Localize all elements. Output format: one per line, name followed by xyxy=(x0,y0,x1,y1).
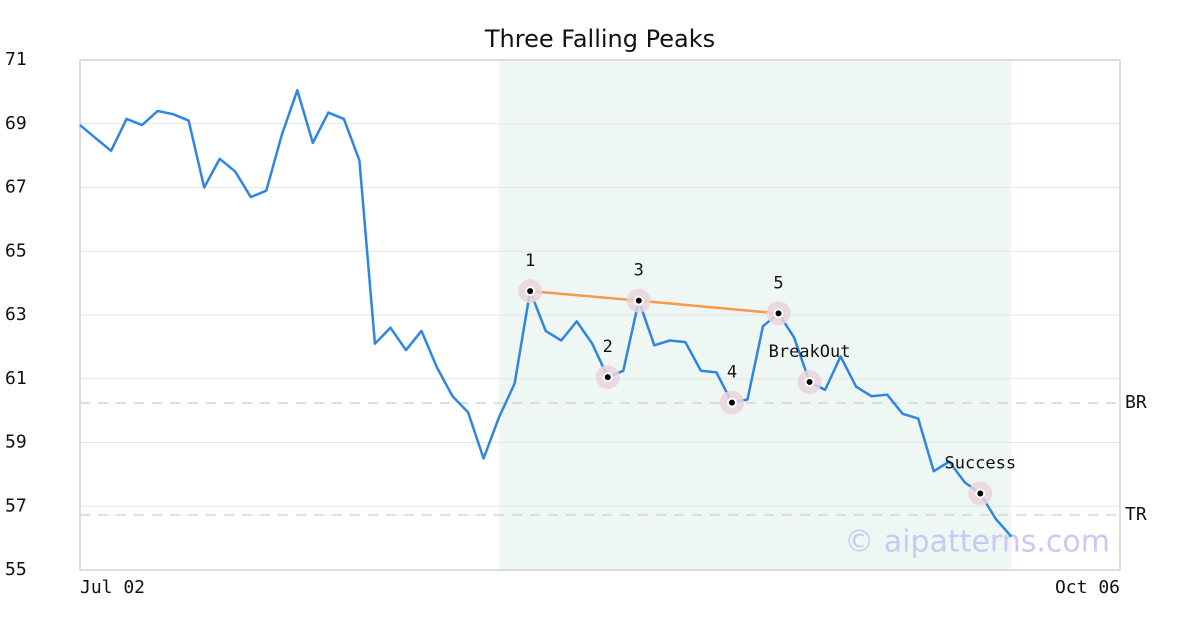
level-label: BR xyxy=(1125,392,1147,413)
y-tick-label: 69 xyxy=(5,113,27,134)
y-tick-label: 55 xyxy=(5,559,27,580)
chart-title: Three Falling Peaks xyxy=(484,25,715,53)
y-tick-label: 57 xyxy=(5,495,27,516)
y-tick-label: 71 xyxy=(5,49,27,70)
marker-dot xyxy=(975,488,986,499)
watermark: © aipatterns.com xyxy=(844,525,1110,560)
level-label: TR xyxy=(1125,504,1147,525)
marker-label: 2 xyxy=(603,337,613,357)
marker-label: 1 xyxy=(525,251,535,271)
marker-dot xyxy=(726,397,737,408)
price-line xyxy=(79,89,1013,538)
x-tick-label: Jul 02 xyxy=(80,577,145,598)
marker-dot xyxy=(633,295,644,306)
y-tick-label: 67 xyxy=(5,177,27,198)
plot-frame xyxy=(79,59,1121,571)
marker-label: 4 xyxy=(727,363,737,383)
marker-label: 3 xyxy=(634,261,644,281)
y-tick-label: 61 xyxy=(5,368,27,389)
y-tick-label: 63 xyxy=(5,304,27,325)
marker-dot xyxy=(525,286,536,297)
y-tick-label: 65 xyxy=(5,240,27,261)
marker-dot xyxy=(773,308,784,319)
marker-dot xyxy=(602,372,613,383)
y-tick-label: 59 xyxy=(5,432,27,453)
marker-label: 5 xyxy=(773,273,783,293)
marker-label: Success xyxy=(944,454,1016,474)
marker-dot xyxy=(804,376,815,387)
marker-label: BreakOut xyxy=(769,342,851,362)
x-tick-label: Oct 06 xyxy=(1055,577,1120,598)
